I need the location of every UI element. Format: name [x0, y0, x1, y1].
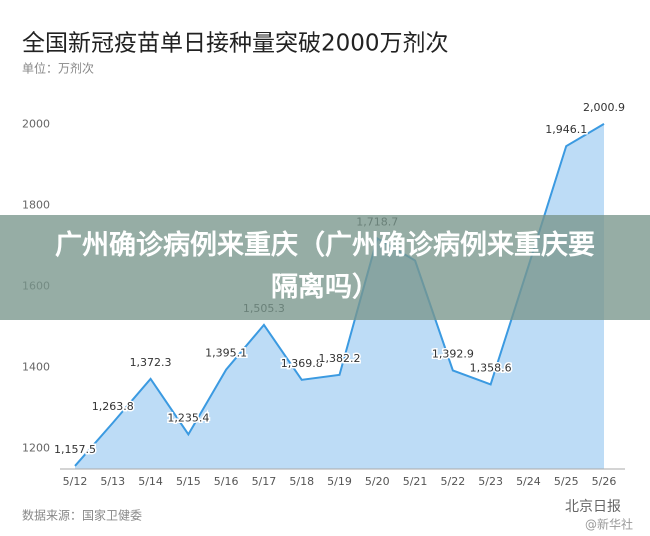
x-tick-label: 5/26	[592, 475, 617, 488]
data-label: 1,157.5	[54, 443, 96, 456]
chart-title: 全国新冠疫苗单日接种量突破2000万剂次	[22, 31, 449, 57]
x-tick-label: 5/25	[554, 475, 579, 488]
headline-banner: 广州确诊病例来重庆（广州确诊病例来重庆要隔离吗）	[0, 215, 650, 320]
data-label: 1,946.1	[545, 123, 587, 136]
data-label: 1,395.1	[205, 347, 247, 360]
y-tick-label: 2000	[22, 117, 50, 130]
x-tick-label: 5/19	[327, 475, 352, 488]
x-tick-label: 5/14	[138, 475, 163, 488]
x-tick-label: 5/23	[478, 475, 503, 488]
data-label: 1,382.2	[319, 352, 361, 365]
y-tick-label: 1400	[22, 361, 50, 374]
data-label: 2,000.9	[583, 101, 625, 114]
x-tick-label: 5/15	[176, 475, 201, 488]
source: 数据来源：国家卫健委	[22, 508, 142, 523]
x-tick-label: 5/17	[252, 475, 277, 488]
area	[75, 123, 604, 469]
y-tick-label: 1800	[22, 198, 50, 211]
x-tick-label: 5/16	[214, 475, 239, 488]
chart-subtitle: 单位：万剂次	[22, 61, 94, 76]
headline: 广州确诊病例来重庆（广州确诊病例来重庆要隔离吗）	[55, 230, 595, 303]
data-label: 1,263.8	[92, 400, 134, 413]
x-tick-label: 5/13	[100, 475, 125, 488]
x-tick-label: 5/20	[365, 475, 390, 488]
x-tick-label: 5/21	[403, 475, 428, 488]
data-label: 1,235.4	[167, 411, 209, 424]
data-label: 1,358.6	[470, 361, 512, 374]
watermark-sub: @新华社	[585, 517, 633, 532]
x-tick-label: 5/22	[441, 475, 466, 488]
y-tick-label: 1200	[22, 442, 50, 455]
watermark: 北京日报	[565, 499, 621, 515]
x-tick-label: 5/12	[63, 475, 88, 488]
x-tick-label: 5/18	[289, 475, 314, 488]
data-label: 1,392.9	[432, 347, 474, 360]
x-tick-label: 5/24	[516, 475, 541, 488]
data-label: 1,369.8	[281, 357, 323, 370]
data-label: 1,372.3	[130, 356, 172, 369]
